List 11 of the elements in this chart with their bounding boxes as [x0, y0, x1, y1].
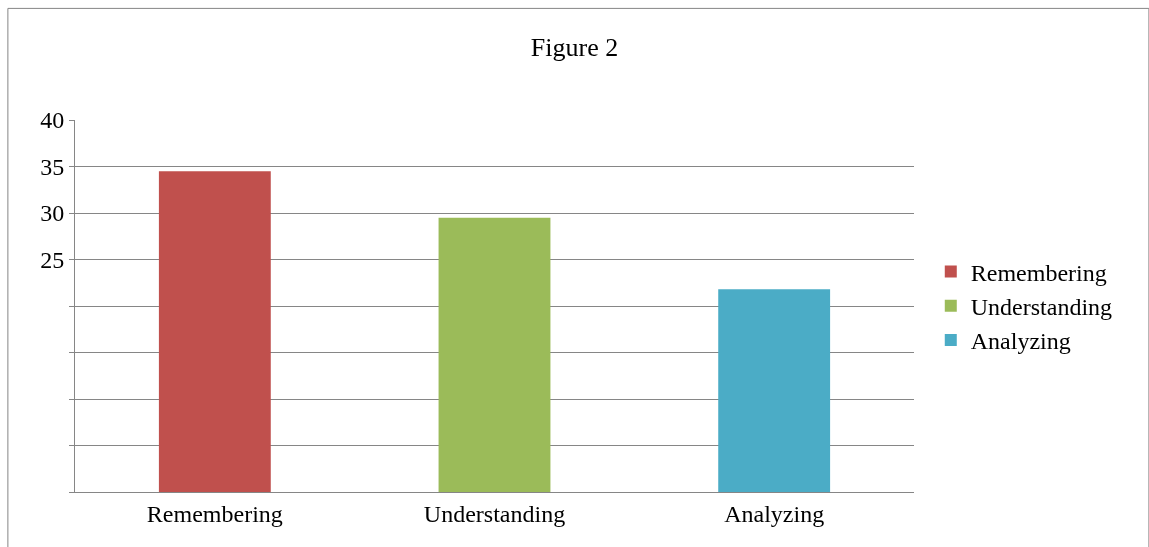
legend-label: Analyzing — [970, 328, 1071, 355]
legend-label: Understanding — [970, 294, 1113, 321]
y-tick-label: 35 — [40, 153, 65, 180]
x-tick-label: Remembering — [146, 500, 283, 527]
x-tick-label: Analyzing — [724, 500, 825, 527]
y-tick-label: 40 — [40, 107, 65, 134]
y-tick-label: 30 — [40, 200, 65, 227]
legend-label: Remembering — [970, 259, 1107, 286]
y-tick-label: 25 — [40, 246, 65, 273]
x-tick-label: Understanding — [423, 500, 566, 527]
chart-title: Figure 2 — [530, 33, 619, 63]
